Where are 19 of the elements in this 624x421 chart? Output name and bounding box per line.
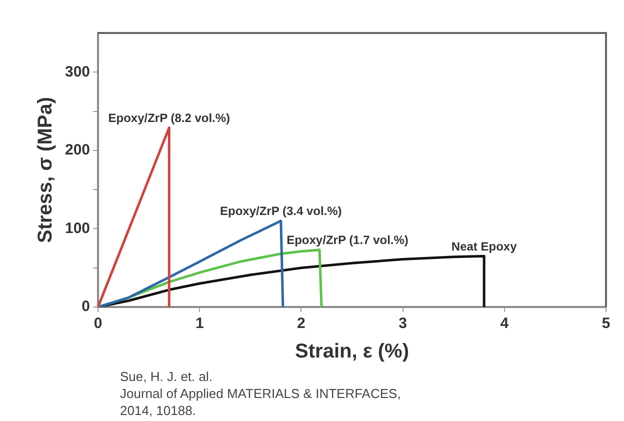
text: Journal of Applied MATERIALS & INTERFACES, [120,385,401,402]
series-label: Neat Epoxy [451,239,518,254]
x-tick-label: 4 [500,315,510,332]
y-tick-label: 300 [64,63,90,80]
y-tick-label: 0 [82,298,90,316]
x-tick-label: 5 [602,315,610,332]
series-label: Epoxy/ZrP (1.7 vol.%) [286,233,408,248]
series-label: Epoxy/ZrP (3.4 vol.%) [220,204,342,218]
x-tick-label: 2 [297,315,306,332]
y-axis-title: Stress, σ (MPa) [34,97,57,243]
text: 2014, 10188. [120,402,197,419]
y-tick-label: 200 [64,142,90,159]
text: Sue, H. J. et. al. [120,368,214,385]
x-axis-title: Strain, ε (%) [295,340,409,363]
series-label: Epoxy/ZrP (8.2 vol.%) [108,111,230,126]
y-tick-label: 100 [64,220,90,237]
x-tick-label: 0 [94,315,102,332]
x-tick-label: 3 [398,315,407,332]
x-tick-label: 1 [195,315,204,332]
